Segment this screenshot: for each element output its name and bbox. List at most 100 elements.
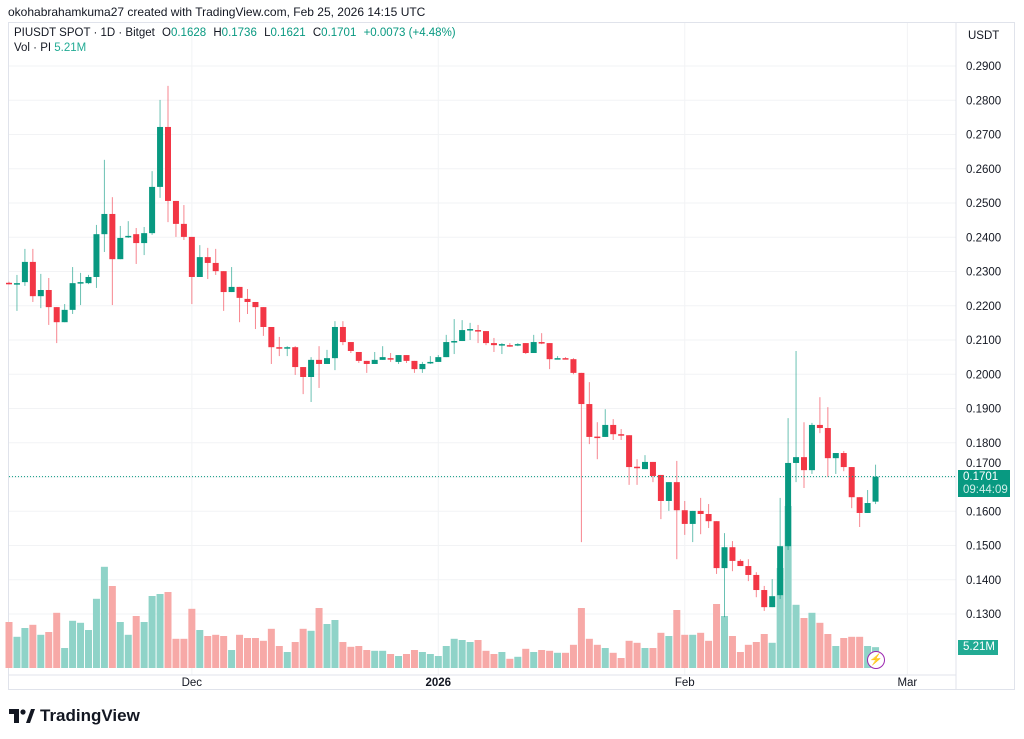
candle-body: [745, 566, 752, 575]
candle: [586, 382, 593, 445]
candle: [673, 460, 680, 560]
volume-bar: [13, 636, 21, 668]
candle: [13, 274, 20, 311]
volume-bar: [577, 608, 585, 668]
candle: [435, 355, 442, 362]
candle: [626, 435, 633, 485]
candle: [196, 245, 203, 277]
volume-bar: [132, 616, 140, 668]
candle: [308, 357, 315, 402]
candle-body: [848, 467, 855, 498]
volume-bar: [832, 646, 840, 668]
price-tick-label: 0.2200: [966, 301, 1001, 313]
volume-bar: [379, 650, 387, 668]
candle: [300, 367, 307, 395]
candle-body: [29, 261, 36, 297]
candle: [180, 205, 187, 240]
candle: [737, 559, 744, 567]
candle: [657, 474, 664, 520]
volume-bar: [546, 650, 554, 668]
current-volume-label: 5.21M: [958, 640, 998, 655]
volume-bar: [331, 620, 339, 668]
candle-body: [864, 503, 871, 513]
candle: [252, 301, 259, 330]
candle: [705, 504, 712, 529]
volume-bar: [180, 638, 188, 668]
currency-unit[interactable]: USDT: [968, 30, 1000, 42]
candle: [141, 226, 148, 256]
candle-body: [395, 355, 402, 362]
volume-bar: [403, 654, 410, 668]
volume-bar: [244, 638, 251, 668]
candle: [395, 355, 402, 364]
candle: [801, 422, 807, 488]
candle-body: [443, 342, 450, 358]
legend: PIUSDT SPOT · 1D · Bitget O0.1628 H0.173…: [14, 27, 460, 40]
candle: [777, 497, 784, 599]
volume-bar: [593, 644, 601, 668]
tradingview-logo[interactable]: TradingView: [9, 706, 140, 726]
candle-body: [777, 546, 784, 596]
volume-bar: [85, 630, 92, 668]
candle-body: [125, 235, 132, 238]
candle: [649, 461, 656, 483]
candle: [514, 343, 521, 347]
candle: [713, 521, 720, 574]
volume-bar: [800, 618, 808, 668]
time-tick-label: 2026: [426, 677, 452, 689]
candle-body: [61, 309, 68, 323]
candle-body: [403, 355, 410, 361]
candle: [117, 225, 124, 260]
volume-bar: [482, 650, 490, 668]
candle-body: [793, 457, 800, 463]
volume-bar: [220, 636, 228, 668]
candle-body: [808, 424, 815, 471]
price-tick-label: 0.2100: [966, 335, 1001, 347]
volume-bar: [323, 624, 331, 668]
candle-body: [149, 186, 156, 234]
candle: [785, 418, 792, 550]
candle-body: [475, 330, 482, 332]
volume-bar: [339, 642, 347, 668]
volume-bar: [283, 652, 291, 668]
price-tick-label: 0.2400: [966, 232, 1001, 244]
candle: [61, 304, 68, 323]
volume-bar: [442, 646, 450, 668]
volume-bar: [140, 622, 148, 668]
candle-body: [308, 359, 315, 377]
candle-body: [824, 428, 831, 459]
volume-bar: [681, 634, 689, 668]
candle: [761, 585, 768, 611]
volume-bar: [585, 638, 593, 668]
candle-body: [419, 363, 426, 370]
candle: [554, 356, 561, 360]
candle-body: [77, 282, 84, 284]
candle-body: [498, 344, 505, 346]
candle-body: [236, 286, 243, 298]
candle: [570, 358, 577, 375]
price-tick-label: 0.2000: [966, 369, 1001, 381]
candle-body: [371, 359, 378, 364]
candle-body: [165, 126, 171, 201]
price-tick-label: 0.2900: [966, 61, 1001, 73]
volume-bar: [148, 596, 156, 668]
candle: [602, 409, 609, 437]
candle: [769, 579, 776, 608]
lightning-icon[interactable]: ⚡: [867, 651, 885, 669]
price-tick-label: 0.1800: [966, 438, 1001, 450]
volume-bar: [768, 642, 776, 668]
volume-label[interactable]: Vol · PI: [14, 42, 52, 54]
candle-body: [729, 547, 736, 561]
candle: [133, 228, 140, 264]
volume-bar: [172, 638, 180, 668]
volume-bar: [673, 610, 681, 668]
candle: [403, 355, 410, 363]
volume-bar: [387, 654, 395, 668]
candle-body: [93, 234, 100, 277]
volume-bar: [689, 634, 697, 668]
symbol-label[interactable]: PIUSDT SPOT · 1D · Bitget: [14, 27, 155, 39]
candle: [475, 324, 482, 344]
candle-body: [681, 510, 688, 524]
candle-body: [538, 342, 545, 344]
